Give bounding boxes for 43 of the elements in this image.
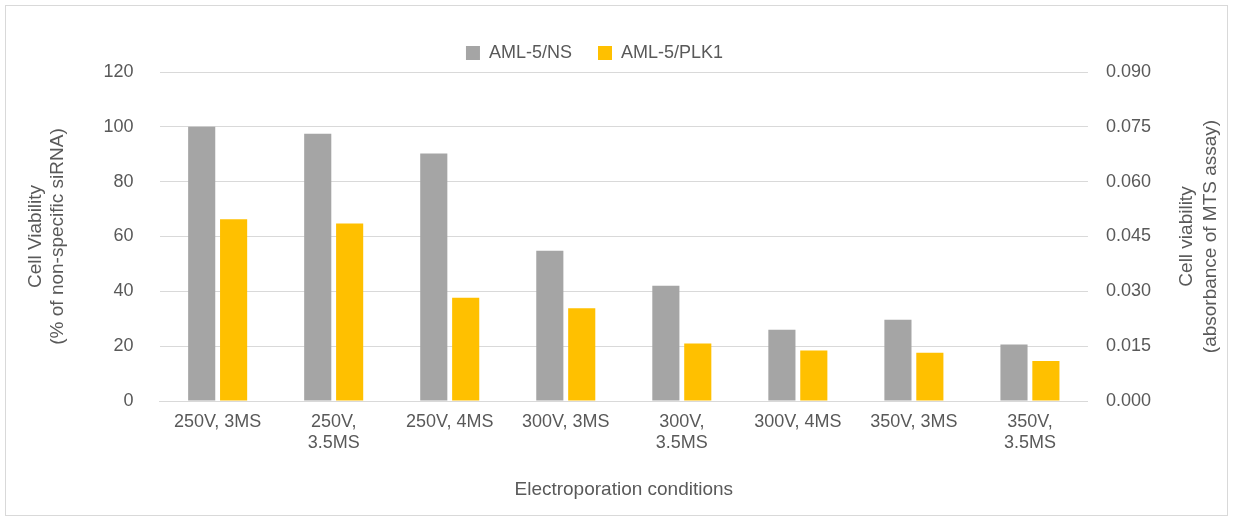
y-tick-label: 100 (103, 115, 134, 136)
x-tick-label: 300V, 4MS (754, 410, 842, 431)
bar (652, 285, 680, 401)
y2-tick-label: 0.000 (1105, 389, 1151, 410)
y2-tick-label: 0.090 (1105, 60, 1151, 81)
legend-label: AML-5/PLK1 (620, 41, 724, 62)
y-tick-label: 20 (113, 335, 134, 356)
bar (884, 319, 912, 401)
legend-label: AML-5/NS (488, 41, 572, 62)
y-tick-label: 0 (123, 389, 134, 410)
bar (684, 343, 712, 401)
y2-tick-label: 0.045 (1105, 225, 1151, 246)
x-axis-title: Electroporation conditions (514, 477, 734, 499)
y-tick-label: 60 (113, 225, 134, 246)
y2-axis-title: Cell viability (absorbance of MTS assay) (1175, 119, 1221, 354)
x-tick-label: 250V, 4MS (406, 410, 494, 431)
bar (536, 250, 564, 401)
bar (304, 133, 332, 401)
bar (452, 297, 480, 401)
bar (420, 153, 448, 401)
y2-tick-label: 0.015 (1105, 335, 1151, 356)
x-tick-label: 350V, 3MS (870, 410, 958, 431)
bar (220, 219, 248, 401)
bar (336, 223, 364, 401)
y2-tick-label: 0.060 (1105, 170, 1151, 191)
x-tick-label: 350V, 3.5MS (1003, 410, 1056, 453)
y2-tick-label: 0.030 (1105, 280, 1151, 301)
bar (568, 308, 596, 401)
y-axis-title: Cell Viability (% of non-specific siRNA) (23, 128, 68, 345)
x-tick-label: 250V, 3.5MS (307, 410, 360, 453)
bar (188, 126, 216, 401)
x-tick-label: 300V, 3MS (522, 410, 610, 431)
bar (800, 350, 828, 401)
bar (768, 329, 796, 401)
y-tick-label: 80 (113, 170, 134, 191)
bar (1000, 344, 1028, 401)
x-tick-label: 250V, 3MS (173, 410, 262, 431)
y2-tick-label: 0.075 (1105, 115, 1151, 136)
y-tick-label: 40 (113, 280, 134, 301)
bar (916, 352, 944, 401)
x-tick-label: 300V, 3.5MS (655, 410, 708, 453)
bar (1032, 360, 1060, 401)
y-tick-label: 120 (103, 60, 134, 81)
